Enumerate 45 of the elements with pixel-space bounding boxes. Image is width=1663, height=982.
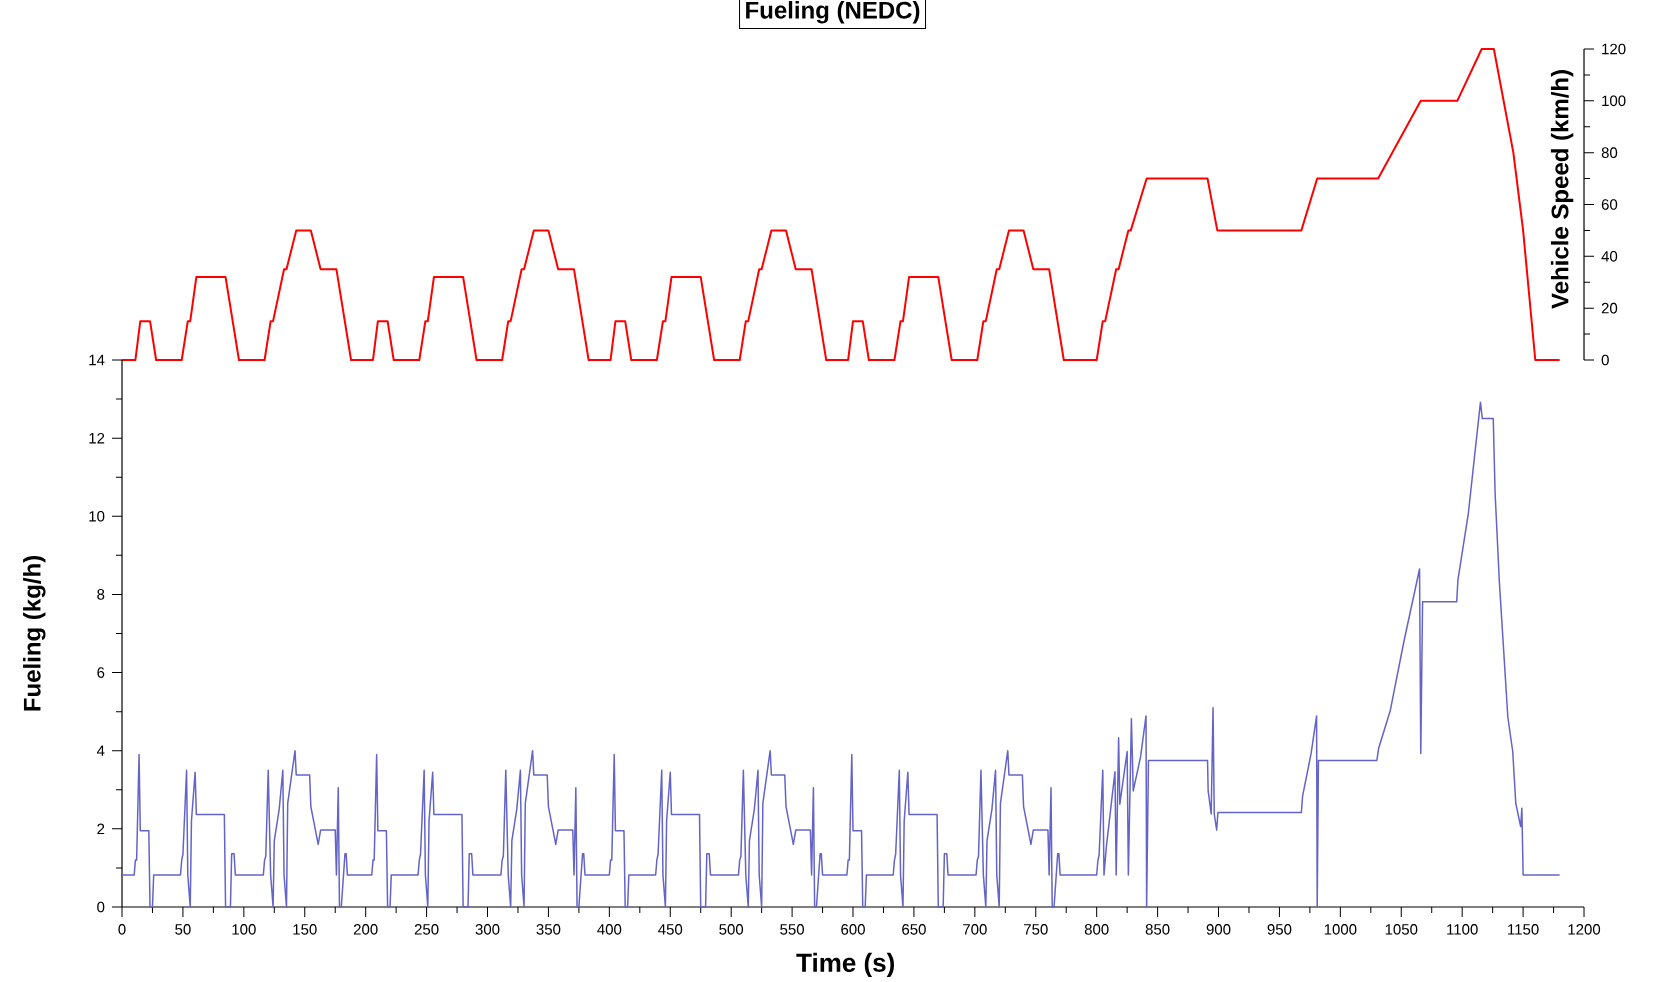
line-series xyxy=(121,401,1561,908)
x-axis-title: Time (s) xyxy=(796,952,894,978)
x-tick-label: 550 xyxy=(780,924,805,935)
y-tick-label: 20 xyxy=(1601,302,1618,314)
x-tick-label: 1150 xyxy=(1508,924,1539,935)
x-tick-label: 900 xyxy=(1206,924,1231,935)
x-tick-label: 1100 xyxy=(1447,924,1478,935)
x-tick-label: 100 xyxy=(232,924,256,935)
y-tick-label: 14 xyxy=(89,354,105,366)
y-tick-label: 4 xyxy=(96,745,105,756)
x-tick-label: 950 xyxy=(1267,924,1292,935)
x-tick-label: 50 xyxy=(175,924,191,935)
x-tick-label: 150 xyxy=(293,924,317,935)
y-axis-title: Fueling (kg/h) xyxy=(23,556,46,711)
y-tick-label: 6 xyxy=(97,667,105,678)
x-tick-label: 750 xyxy=(1024,924,1048,935)
y-tick-label: 60 xyxy=(1601,199,1618,210)
x-tick-label: 600 xyxy=(841,924,865,935)
x-tick-label: 300 xyxy=(475,924,500,935)
x-tick-label: 700 xyxy=(963,924,987,935)
y-tick-label: 40 xyxy=(1601,251,1618,262)
x-tick-label: 500 xyxy=(719,924,744,935)
y-tick-label: 80 xyxy=(1601,147,1618,158)
y-tick-label: 2 xyxy=(97,823,105,835)
y-tick-label: 10 xyxy=(89,510,105,522)
x-tick-label: 350 xyxy=(536,924,561,935)
x-tick-label: 200 xyxy=(353,924,378,935)
x-tick-label: 1050 xyxy=(1385,924,1418,935)
x-tick-label: 650 xyxy=(902,924,926,935)
x-tick-label: 250 xyxy=(414,924,439,935)
x-tick-label: 0 xyxy=(118,924,126,935)
x-tick-label: 400 xyxy=(597,924,622,935)
y-tick-label: 120 xyxy=(1602,43,1626,55)
y-tick-label: 0 xyxy=(1601,354,1609,366)
y-axis-title: Vehicle Speed (km/h) xyxy=(1550,70,1574,309)
x-tick-label: 1000 xyxy=(1324,924,1357,935)
y-tick-label: 0 xyxy=(97,901,105,913)
x-tick-label: 800 xyxy=(1084,924,1109,935)
y-tick-label: 12 xyxy=(89,432,105,444)
x-tick-label: 450 xyxy=(658,924,683,935)
y-tick-label: 8 xyxy=(97,589,105,600)
y-tick-label: 100 xyxy=(1602,95,1626,107)
x-tick-label: 850 xyxy=(1145,924,1170,935)
x-tick-label: 1200 xyxy=(1568,924,1601,935)
chart-title: Fueling (NEDC) xyxy=(746,1,920,24)
